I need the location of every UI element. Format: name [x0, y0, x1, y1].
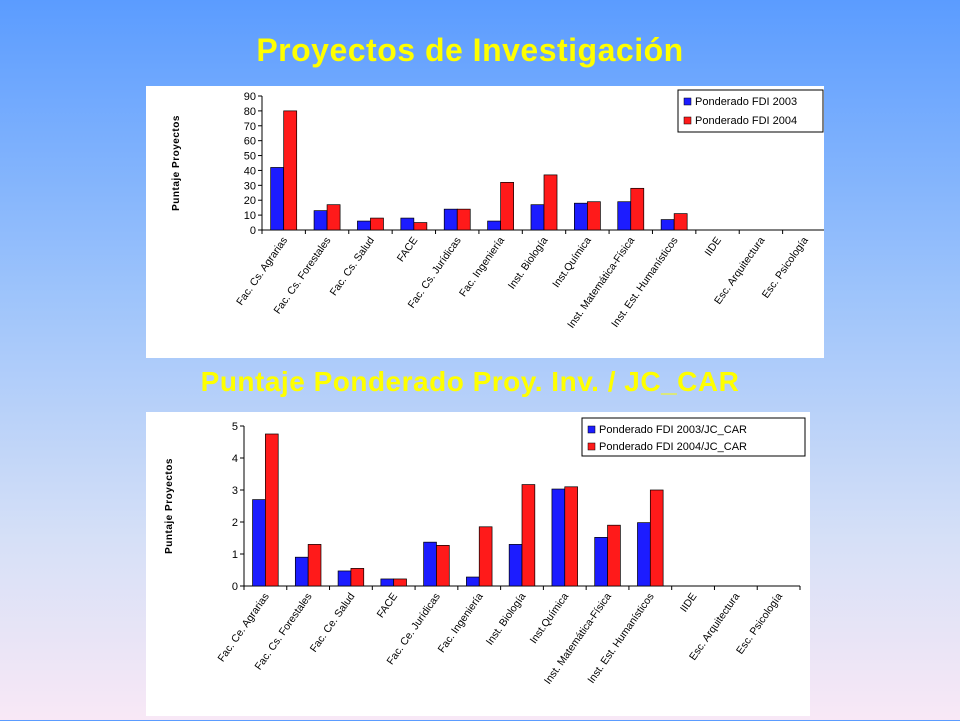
bar-series1 [294, 556, 309, 587]
y-tick-label: 80 [244, 106, 256, 118]
legend-swatch-series2 [683, 116, 692, 125]
bar-series1 [637, 522, 651, 587]
legend-label-series2: Ponderado FDI 2004 [695, 115, 797, 127]
y-tick-label: 60 [244, 136, 256, 148]
x-tick-label: Esc. Psicología [760, 235, 811, 301]
bar-series1 [530, 204, 545, 231]
bar-series2 [326, 204, 341, 231]
chart-panel-proyectos: 0 10 20 30 40 50 60 70 80 90 Puntaje Proyectos Fac.… [146, 86, 827, 358]
bar-series1 [423, 541, 437, 587]
legend-label-series2: Ponderado FDI 2004/JC_CAR [599, 441, 747, 453]
bar-series2 [649, 489, 664, 587]
x-tick-label: FACE [395, 235, 421, 264]
legend-box [677, 89, 824, 133]
bar-series1 [660, 219, 675, 231]
y-tick-label: 0 [232, 581, 238, 593]
x-tick-label: Inst.Química [528, 591, 572, 646]
x-tick-label: Fac. Ce. Salud [308, 591, 358, 655]
bar-series2 [456, 208, 471, 231]
y-tick-label: 20 [244, 195, 256, 207]
y-tick-label: 3 [232, 485, 238, 497]
legend-box [581, 417, 806, 457]
x-tick-label: IIDE [678, 591, 700, 615]
y-tick-label: 10 [244, 210, 256, 222]
y-tick-label: 5 [232, 421, 238, 433]
y-tick-label: 50 [244, 151, 256, 163]
bar-series2 [370, 217, 384, 231]
bar-series2 [436, 545, 450, 587]
bar-series1 [594, 537, 608, 587]
y-tick-label: 4 [232, 453, 238, 465]
bar-series2 [283, 110, 298, 231]
legend-label-series1: Ponderado FDI 2003/JC_CAR [599, 424, 747, 436]
y-tick-label: 40 [244, 165, 256, 177]
second-title: Puntaje Ponderado Proy. Inv. / JC_CAR [200, 366, 740, 397]
bar-series2 [587, 201, 601, 231]
y-axis-label: Puntaje Proyectos [164, 458, 175, 554]
y-tick-label: 0 [250, 225, 256, 237]
bar-series2 [500, 182, 514, 231]
bar-series1 [337, 570, 352, 587]
y-axis-label: Puntaje Proyectos [171, 115, 182, 211]
main-title: Proyectos de Investigación [256, 32, 684, 68]
bar-series2 [673, 213, 688, 231]
x-tick-label: Fac. Ingeniería [457, 235, 507, 299]
x-tick-label: Fac. Ingeniería [436, 591, 486, 655]
x-tick-label: Inst.Química [550, 235, 594, 290]
bar-series1 [617, 201, 632, 231]
bar-series1 [313, 210, 328, 231]
bar-series2 [478, 526, 493, 587]
bar-series2 [393, 578, 407, 587]
x-tick-label: Esc. Psicología [734, 591, 785, 657]
x-tick-label: FACE [375, 591, 401, 620]
bar-series1 [252, 499, 266, 587]
y-tick-label: 1 [232, 549, 238, 561]
bar-series1 [400, 217, 415, 231]
bar-series1 [380, 578, 395, 587]
chart-panel-jc-car: 0 1 2 3 4 5 Puntaje Proyectos Fac. Ce. Agrarias… [146, 412, 810, 716]
bar-series2 [350, 568, 365, 587]
bar-series1 [466, 576, 480, 587]
legend-swatch-series1 [587, 425, 596, 434]
bar-series2 [521, 484, 536, 587]
x-tick-label: Inst. Biología [506, 235, 551, 292]
bar-series2 [265, 433, 279, 587]
bar-series1 [357, 220, 371, 231]
y-tick-label: 2 [232, 517, 238, 529]
bar-series1 [508, 544, 523, 587]
x-tick-label: IIDE [702, 235, 724, 259]
bar-series2 [543, 174, 558, 231]
bar-series2 [607, 524, 621, 587]
x-tick-label: Inst. Biología [484, 591, 529, 648]
legend-label-series1: Ponderado FDI 2003 [695, 96, 797, 108]
bar-series1 [551, 488, 566, 587]
bar-series2 [307, 544, 322, 587]
y-tick-label: 90 [244, 91, 256, 103]
x-tick-label: Fac. Cs. Salud [328, 235, 377, 298]
y-tick-label: 30 [244, 180, 256, 192]
bar-series1 [574, 202, 588, 231]
bar-series1 [487, 220, 501, 231]
bar-series1 [270, 167, 285, 231]
legend-swatch-series2 [587, 442, 596, 451]
bar-series2 [564, 486, 578, 587]
bar-series2 [630, 187, 645, 231]
legend-swatch-series1 [683, 97, 692, 106]
chart-proyectos: 0 10 20 30 40 50 60 70 80 90 Puntaje Proyectos Fac.… [171, 89, 827, 331]
bar-series2 [413, 222, 428, 231]
bar-series1 [443, 208, 458, 231]
y-tick-label: 70 [244, 121, 256, 133]
